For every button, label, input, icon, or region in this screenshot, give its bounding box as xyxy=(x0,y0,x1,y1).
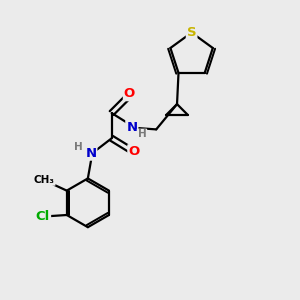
Text: H: H xyxy=(74,142,82,152)
Text: N: N xyxy=(126,121,137,134)
Text: Cl: Cl xyxy=(36,210,50,223)
Text: S: S xyxy=(187,26,196,39)
Text: O: O xyxy=(128,145,140,158)
Text: CH₃: CH₃ xyxy=(34,175,55,185)
Text: O: O xyxy=(124,87,135,100)
Text: N: N xyxy=(85,147,96,160)
Text: H: H xyxy=(138,129,146,140)
